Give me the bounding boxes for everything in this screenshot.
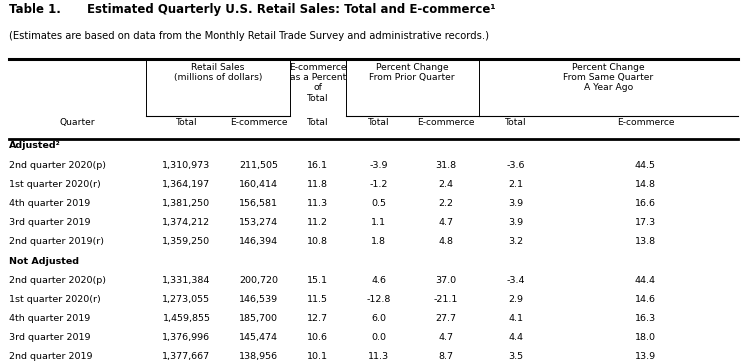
Text: -3.4: -3.4 bbox=[507, 276, 525, 285]
Text: 185,700: 185,700 bbox=[239, 314, 278, 323]
Text: E-commerce: E-commerce bbox=[230, 118, 288, 127]
Text: (Estimates are based on data from the Monthly Retail Trade Survey and administra: (Estimates are based on data from the Mo… bbox=[9, 31, 489, 41]
Text: 12.7: 12.7 bbox=[308, 314, 328, 323]
Text: 146,394: 146,394 bbox=[239, 237, 278, 246]
Text: 10.1: 10.1 bbox=[308, 353, 328, 362]
Text: -21.1: -21.1 bbox=[433, 295, 458, 304]
Text: 153,274: 153,274 bbox=[239, 218, 278, 227]
Text: 2nd quarter 2020(p): 2nd quarter 2020(p) bbox=[9, 276, 106, 285]
Text: 16.1: 16.1 bbox=[308, 161, 328, 169]
Text: Adjusted²: Adjusted² bbox=[9, 142, 60, 150]
Text: 1.8: 1.8 bbox=[372, 237, 386, 246]
Text: -12.8: -12.8 bbox=[367, 295, 391, 304]
Text: Total: Total bbox=[175, 118, 197, 127]
Text: 11.3: 11.3 bbox=[369, 353, 389, 362]
Text: 4th quarter 2019: 4th quarter 2019 bbox=[9, 314, 90, 323]
Text: 16.3: 16.3 bbox=[635, 314, 656, 323]
Text: 1,310,973: 1,310,973 bbox=[162, 161, 210, 169]
Text: 4.6: 4.6 bbox=[372, 276, 386, 285]
Text: 18.0: 18.0 bbox=[635, 333, 656, 342]
Text: E-commerce: E-commerce bbox=[617, 118, 674, 127]
Text: 8.7: 8.7 bbox=[438, 353, 453, 362]
Text: -3.6: -3.6 bbox=[507, 161, 525, 169]
Text: Table 1.: Table 1. bbox=[9, 3, 61, 16]
Text: 13.9: 13.9 bbox=[635, 353, 656, 362]
Text: 2nd quarter 2020(p): 2nd quarter 2020(p) bbox=[9, 161, 106, 169]
Text: Estimated Quarterly U.S. Retail Sales: Total and E-commerce¹: Estimated Quarterly U.S. Retail Sales: T… bbox=[86, 3, 495, 16]
Text: 3rd quarter 2019: 3rd quarter 2019 bbox=[9, 333, 91, 342]
Text: 4.1: 4.1 bbox=[508, 314, 523, 323]
Text: 4.8: 4.8 bbox=[438, 237, 453, 246]
Text: 2.4: 2.4 bbox=[438, 180, 453, 189]
Text: 2.1: 2.1 bbox=[508, 180, 523, 189]
Text: 0.0: 0.0 bbox=[372, 333, 386, 342]
Text: 15.1: 15.1 bbox=[308, 276, 328, 285]
Text: 156,581: 156,581 bbox=[239, 199, 278, 208]
Text: 1,377,667: 1,377,667 bbox=[163, 353, 210, 362]
Text: 1,374,212: 1,374,212 bbox=[163, 218, 210, 227]
Text: Percent Change
From Prior Quarter: Percent Change From Prior Quarter bbox=[369, 63, 455, 82]
Text: 1st quarter 2020(r): 1st quarter 2020(r) bbox=[9, 180, 100, 189]
Text: 27.7: 27.7 bbox=[435, 314, 456, 323]
Text: 211,505: 211,505 bbox=[239, 161, 278, 169]
Text: 200,720: 200,720 bbox=[239, 276, 278, 285]
Text: 11.3: 11.3 bbox=[308, 199, 328, 208]
Text: 1,359,250: 1,359,250 bbox=[163, 237, 210, 246]
Text: 17.3: 17.3 bbox=[635, 218, 656, 227]
Text: 31.8: 31.8 bbox=[435, 161, 456, 169]
Text: 1st quarter 2020(r): 1st quarter 2020(r) bbox=[9, 295, 100, 304]
Text: 4th quarter 2019: 4th quarter 2019 bbox=[9, 199, 90, 208]
Text: 11.5: 11.5 bbox=[308, 295, 328, 304]
Text: 2.2: 2.2 bbox=[438, 199, 453, 208]
Text: 3.5: 3.5 bbox=[508, 353, 523, 362]
Text: 0.5: 0.5 bbox=[372, 199, 386, 208]
Text: 138,956: 138,956 bbox=[239, 353, 278, 362]
Text: Total: Total bbox=[307, 118, 328, 127]
Text: 10.8: 10.8 bbox=[308, 237, 328, 246]
Text: 1,381,250: 1,381,250 bbox=[163, 199, 210, 208]
Text: Total: Total bbox=[505, 118, 527, 127]
Text: 4.7: 4.7 bbox=[438, 218, 453, 227]
Text: 3.2: 3.2 bbox=[508, 237, 523, 246]
Text: Not Adjusted: Not Adjusted bbox=[9, 257, 79, 265]
Text: 4.4: 4.4 bbox=[508, 333, 523, 342]
Text: 146,539: 146,539 bbox=[239, 295, 278, 304]
Text: 1.1: 1.1 bbox=[372, 218, 386, 227]
Text: -1.2: -1.2 bbox=[370, 180, 388, 189]
Text: E-commerce: E-commerce bbox=[417, 118, 474, 127]
Text: Percent Change
From Same Quarter
A Year Ago: Percent Change From Same Quarter A Year … bbox=[563, 63, 654, 92]
Text: 3rd quarter 2019: 3rd quarter 2019 bbox=[9, 218, 91, 227]
Text: 3.9: 3.9 bbox=[508, 218, 523, 227]
Text: 10.6: 10.6 bbox=[308, 333, 328, 342]
Text: 2nd quarter 2019(r): 2nd quarter 2019(r) bbox=[9, 237, 104, 246]
Text: 1,273,055: 1,273,055 bbox=[163, 295, 210, 304]
Text: 11.8: 11.8 bbox=[308, 180, 328, 189]
Text: 1,364,197: 1,364,197 bbox=[163, 180, 210, 189]
Text: 3.9: 3.9 bbox=[508, 199, 523, 208]
Text: E-commerce
as a Percent
of
Total: E-commerce as a Percent of Total bbox=[289, 63, 346, 103]
Text: 145,474: 145,474 bbox=[239, 333, 278, 342]
Text: 16.6: 16.6 bbox=[635, 199, 656, 208]
Text: 2nd quarter 2019: 2nd quarter 2019 bbox=[9, 353, 92, 362]
Text: 1,376,996: 1,376,996 bbox=[163, 333, 210, 342]
Text: 14.8: 14.8 bbox=[635, 180, 656, 189]
Text: 44.5: 44.5 bbox=[635, 161, 656, 169]
Text: 44.4: 44.4 bbox=[635, 276, 656, 285]
Text: Total: Total bbox=[368, 118, 390, 127]
Text: 4.7: 4.7 bbox=[438, 333, 453, 342]
Text: 11.2: 11.2 bbox=[308, 218, 328, 227]
Text: 6.0: 6.0 bbox=[372, 314, 386, 323]
Text: Quarter: Quarter bbox=[59, 118, 95, 127]
Text: 13.8: 13.8 bbox=[635, 237, 656, 246]
Text: -3.9: -3.9 bbox=[370, 161, 388, 169]
Text: 1,331,384: 1,331,384 bbox=[162, 276, 210, 285]
Text: 1,459,855: 1,459,855 bbox=[163, 314, 210, 323]
Text: 2.9: 2.9 bbox=[508, 295, 523, 304]
Text: 37.0: 37.0 bbox=[435, 276, 456, 285]
Text: 160,414: 160,414 bbox=[239, 180, 278, 189]
Text: 14.6: 14.6 bbox=[635, 295, 656, 304]
Text: Retail Sales
(millions of dollars): Retail Sales (millions of dollars) bbox=[174, 63, 262, 82]
